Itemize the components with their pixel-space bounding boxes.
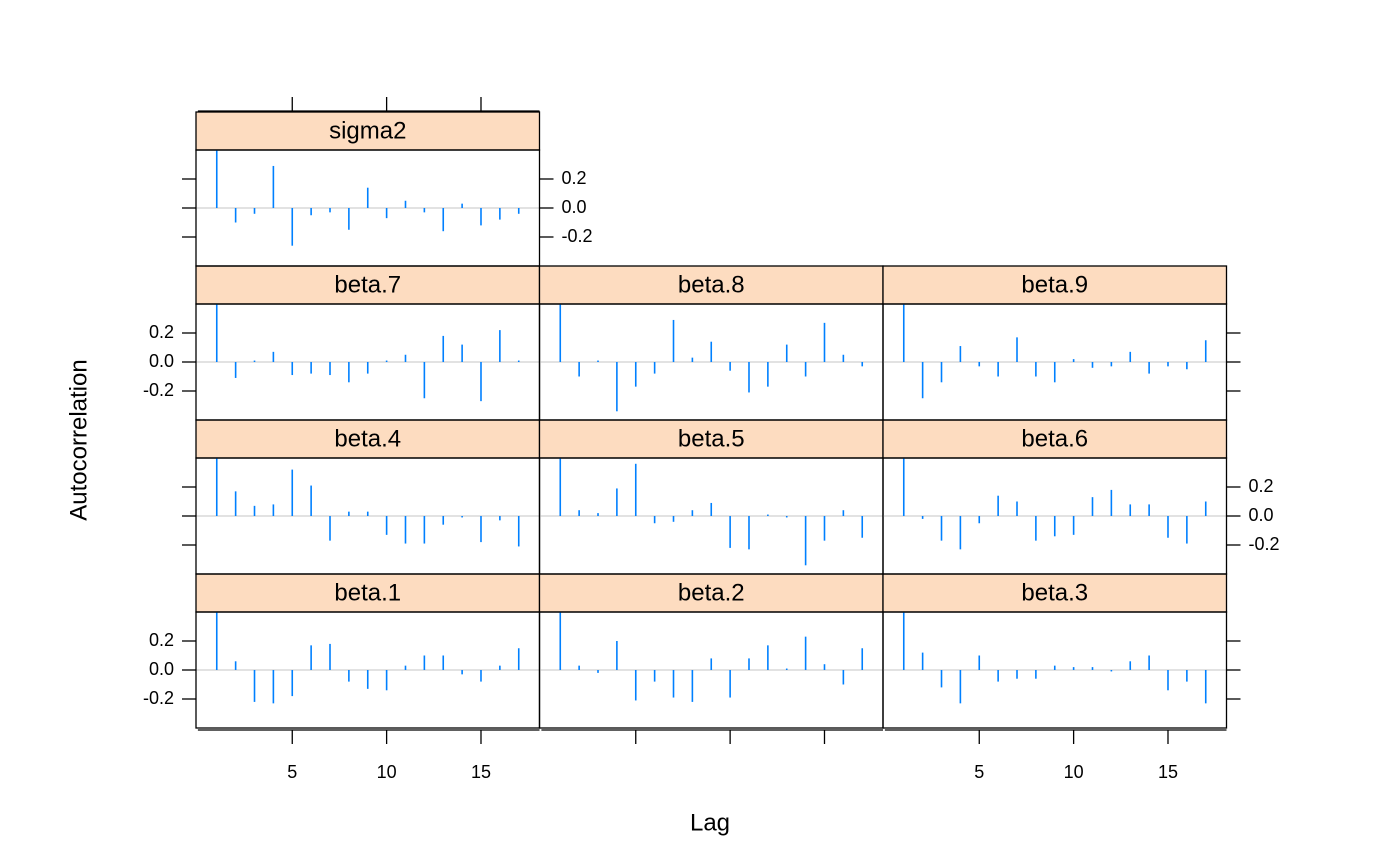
x-tick-label: 15 <box>471 762 491 782</box>
y-axis-label: Autocorrelation <box>65 359 92 520</box>
strip-label: beta.2 <box>678 579 745 606</box>
panel <box>196 612 540 704</box>
strip-label: beta.6 <box>1021 425 1088 452</box>
strip-label: sigma2 <box>329 117 406 144</box>
strip-label: beta.4 <box>334 425 401 452</box>
y-tick-label: 0.2 <box>149 630 174 650</box>
y-tick-label: -0.2 <box>143 688 174 708</box>
y-tick-label: -0.2 <box>562 226 593 246</box>
y-tick-label: -0.2 <box>1249 534 1280 554</box>
strip-label: beta.8 <box>678 271 745 298</box>
strip <box>538 573 884 613</box>
x-axis-label: Lag <box>690 809 730 836</box>
y-tick-label: 0.0 <box>149 659 174 679</box>
y-tick-label: 0.2 <box>1249 476 1274 496</box>
strip-label: beta.9 <box>1021 271 1088 298</box>
strip-label: beta.7 <box>334 271 401 298</box>
y-tick-label: 0.0 <box>562 197 587 217</box>
y-tick-label: 0.2 <box>562 168 587 188</box>
panel <box>883 304 1227 399</box>
panel <box>539 612 883 702</box>
strip-label: beta.1 <box>334 579 401 606</box>
strip <box>195 111 541 151</box>
panel <box>196 150 540 246</box>
y-tick-label: 0.0 <box>1249 505 1274 525</box>
panel <box>196 458 540 547</box>
panel <box>883 458 1227 550</box>
strip <box>882 265 1228 305</box>
y-tick-label: 0.0 <box>149 351 174 371</box>
x-tick-label: 15 <box>1158 762 1178 782</box>
y-tick-label: -0.2 <box>143 380 174 400</box>
x-tick-label: 10 <box>1064 762 1084 782</box>
x-tick-label: 5 <box>287 762 297 782</box>
strip <box>882 573 1228 613</box>
panel <box>539 304 883 412</box>
panel <box>196 304 540 402</box>
strip-label: beta.5 <box>678 425 745 452</box>
panel <box>539 458 883 566</box>
x-tick-label: 5 <box>974 762 984 782</box>
y-tick-label: 0.2 <box>149 322 174 342</box>
strip <box>195 573 541 613</box>
strip-label: beta.3 <box>1021 579 1088 606</box>
panel <box>883 612 1227 704</box>
x-tick-label: 10 <box>377 762 397 782</box>
